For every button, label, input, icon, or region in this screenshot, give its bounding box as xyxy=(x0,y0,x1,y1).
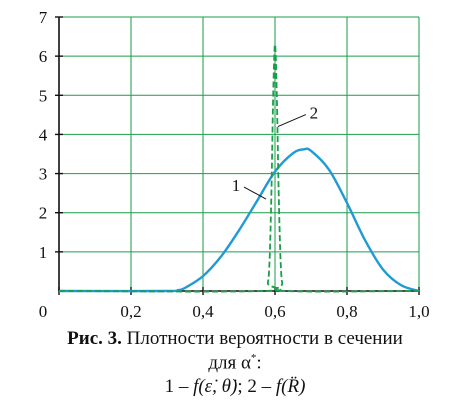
caption-alpha-sup: * xyxy=(250,352,257,364)
y-tick-label: 3 xyxy=(39,165,48,184)
annotation-2-label: 2 xyxy=(310,104,319,123)
series-2-line xyxy=(58,43,420,293)
series-1-line xyxy=(58,147,420,293)
y-tick-label: 1 xyxy=(39,243,48,262)
annotation-1-leader xyxy=(243,186,267,200)
x-tick-label: 0,6 xyxy=(264,302,285,321)
annotation-1-label: 1 xyxy=(232,176,241,195)
x-tick-label: 1,0 xyxy=(408,302,429,321)
caption-alpha-colon: : xyxy=(256,352,262,374)
legend-1-formula: f(ε̇, θ̇) xyxy=(193,376,238,397)
caption-alpha-text: для α xyxy=(208,352,251,374)
figure-caption-legend: 1 – f(ε̇, θ̇); 2 – f(R̈) xyxy=(0,376,470,398)
x-tick-label: 0,2 xyxy=(120,302,141,321)
figure-caption-text: Плотности вероятности в сечении xyxy=(121,328,403,349)
chart-axes xyxy=(55,16,420,295)
x-tick-label: 0 xyxy=(39,302,48,321)
y-tick-label: 2 xyxy=(39,204,48,223)
y-tick-label: 4 xyxy=(39,125,48,144)
y-tick-label: 5 xyxy=(39,86,48,105)
legend-1-number: 1 – xyxy=(164,376,194,397)
figure-label: Рис. 3. xyxy=(67,328,122,349)
x-tick-label: 0,8 xyxy=(336,302,357,321)
legend-2-formula: f(R̈) xyxy=(275,376,306,397)
y-tick-label: 6 xyxy=(39,47,48,66)
figure-caption-line1: Рис. 3. Плотности вероятности в сечении xyxy=(0,328,470,350)
chart-series xyxy=(58,43,420,293)
annotation-2-leader xyxy=(277,114,307,128)
curve-annotations: 12 xyxy=(232,104,319,200)
chart-grid xyxy=(58,16,420,291)
legend-separator: ; 2 – xyxy=(237,376,276,397)
figure-caption-line2: для α*: xyxy=(0,352,470,374)
x-tick-label: 0,4 xyxy=(192,302,214,321)
y-tick-label: 7 xyxy=(39,8,48,27)
